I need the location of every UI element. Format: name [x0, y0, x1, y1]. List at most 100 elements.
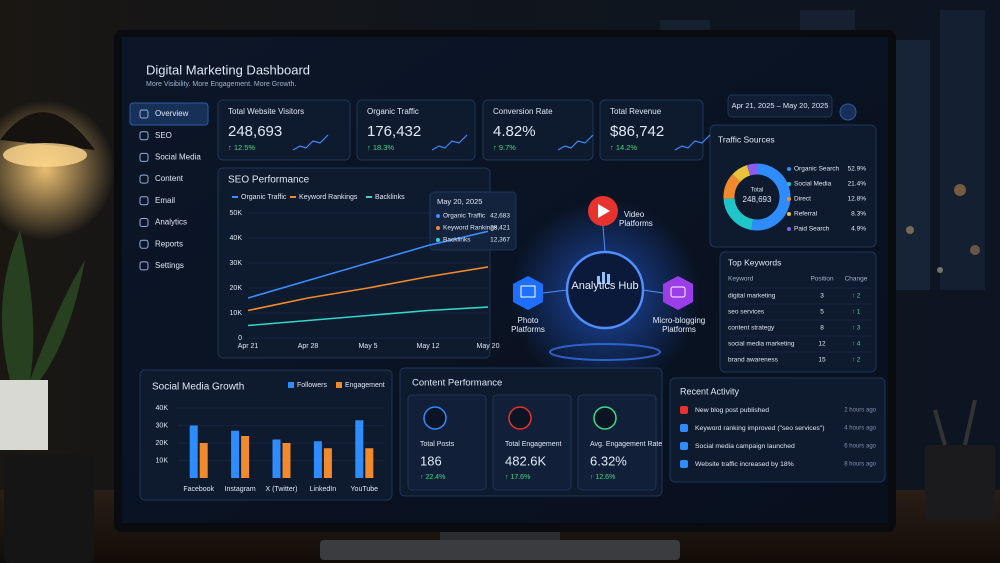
nav-icon[interactable] [139, 196, 149, 206]
tooltip-name: Organic Traffic [443, 213, 486, 220]
legend-label: Referral [794, 211, 818, 218]
content-label: Total Posts [420, 441, 455, 448]
table-header: Keyword [728, 276, 754, 283]
legend-label: Social Media [794, 181, 832, 188]
user-avatar[interactable] [839, 103, 857, 121]
nav-icon[interactable] [139, 131, 149, 141]
hub-node-label: Video Platforms [619, 210, 653, 229]
panel-title: Top Keywords [728, 257, 781, 267]
bar [241, 436, 250, 478]
tooltip-title: May 20, 2025 [437, 197, 482, 206]
hub-center-label: Analytics Hub [571, 280, 639, 292]
nav-item[interactable]: Content [155, 174, 184, 183]
bar [365, 448, 374, 478]
nav-item[interactable]: Reports [155, 239, 183, 248]
kpi-value: 4.82% [493, 123, 536, 140]
activity-time: 2 hours ago [844, 408, 876, 414]
legend-swatch [288, 382, 294, 388]
table-cell: social media marketing [728, 341, 795, 348]
dashboard-subtitle: More Visibility. More Engagement. More G… [146, 81, 296, 88]
panel-title: Recent Activity [680, 386, 740, 396]
table-header: Change [845, 276, 868, 283]
bar [231, 430, 240, 478]
legend-dot [787, 227, 791, 231]
content-value: 186 [420, 453, 442, 468]
panel-title: SEO Performance [228, 175, 310, 186]
pen-cup [925, 399, 995, 520]
nav-icon[interactable] [139, 261, 149, 271]
content-label: Total Engagement [505, 441, 561, 448]
legend-dot [787, 212, 791, 216]
activity-icon [680, 460, 688, 468]
donut-segment [723, 174, 741, 199]
legend-value: 21.4% [848, 181, 867, 188]
x-tick-label: Facebook [183, 486, 214, 493]
y-tick-label: 40K [230, 235, 243, 242]
legend-label: Engagement [345, 382, 385, 389]
bar [189, 425, 198, 478]
activity-time: 8 hours ago [844, 462, 876, 468]
donut-segment [746, 163, 758, 176]
y-tick-label: 30K [230, 260, 243, 267]
x-tick-label: Apr 28 [298, 343, 319, 350]
legend-label: Backlinks [375, 194, 405, 201]
tooltip-dot [436, 226, 440, 230]
activity-text: Website traffic increased by 18% [695, 461, 794, 468]
legend-value: 12.8% [848, 196, 867, 203]
nav-icon[interactable] [139, 109, 149, 119]
y-tick-label: 20K [230, 285, 243, 292]
legend-value: 4.9% [851, 226, 866, 233]
table-cell: seo services [728, 309, 765, 316]
legend-value: 8.3% [851, 211, 866, 218]
x-tick-label: May 12 [417, 343, 440, 350]
kpi-value: 176,432 [367, 123, 421, 140]
y-tick-label: 10K [156, 457, 169, 464]
x-tick-label: May 5 [358, 343, 377, 350]
nav-item[interactable]: SEO [155, 131, 172, 140]
monitor-base [320, 540, 680, 560]
tooltip-dot [436, 214, 440, 218]
nav-icon[interactable] [139, 174, 149, 184]
table-cell: ↑ 2 [852, 357, 861, 364]
content-change: ↑ 12.6% [590, 474, 615, 481]
table-header: Position [810, 276, 834, 283]
table-cell: 8 [820, 325, 824, 332]
hub-nodes [513, 196, 693, 330]
lamp-shade [0, 112, 95, 150]
kpi-change: ↑ 12.5% [228, 143, 255, 152]
nav-item[interactable]: Social Media [155, 153, 201, 162]
panel-title: Content Performance [412, 378, 502, 389]
table-cell: ↑ 1 [852, 309, 861, 316]
y-tick-label: 50K [230, 210, 243, 217]
bar [313, 441, 322, 478]
activity-text: Social media campaign launched [695, 443, 795, 450]
nav-item[interactable]: Email [155, 196, 175, 205]
legend-label: Keyword Rankings [299, 194, 358, 201]
legend-label: Organic Search [794, 166, 840, 173]
kpi-label: Conversion Rate [493, 107, 553, 116]
table-cell: 5 [820, 309, 824, 316]
donut-value: 248,693 [743, 195, 772, 204]
table-cell: ↑ 4 [852, 341, 861, 348]
legend-label: Followers [297, 382, 327, 389]
content-change: ↑ 22.4% [420, 474, 445, 481]
nav-item[interactable]: Settings [155, 261, 184, 270]
table-cell: 12 [818, 341, 826, 348]
activity-icon [680, 424, 688, 432]
sparkline [557, 134, 594, 151]
x-tick-label: Apr 21 [238, 343, 259, 350]
tooltip-name: Backlinks [443, 237, 471, 244]
kpi-change: ↑ 18.3% [367, 143, 394, 152]
series-line [247, 266, 489, 312]
kpi-label: Total Website Visitors [228, 107, 304, 116]
date-range[interactable]: Apr 21, 2025 – May 20, 2025 [732, 101, 829, 110]
activity-icon [680, 406, 688, 414]
x-tick-label: YouTube [351, 486, 379, 493]
nav-item[interactable]: Analytics [155, 218, 187, 227]
nav-icon[interactable] [139, 152, 149, 162]
kpi-label: Total Revenue [610, 107, 662, 116]
nav-icon[interactable] [139, 218, 149, 227]
nav-icon[interactable] [139, 239, 149, 249]
nav-item[interactable]: Overview [155, 109, 189, 118]
